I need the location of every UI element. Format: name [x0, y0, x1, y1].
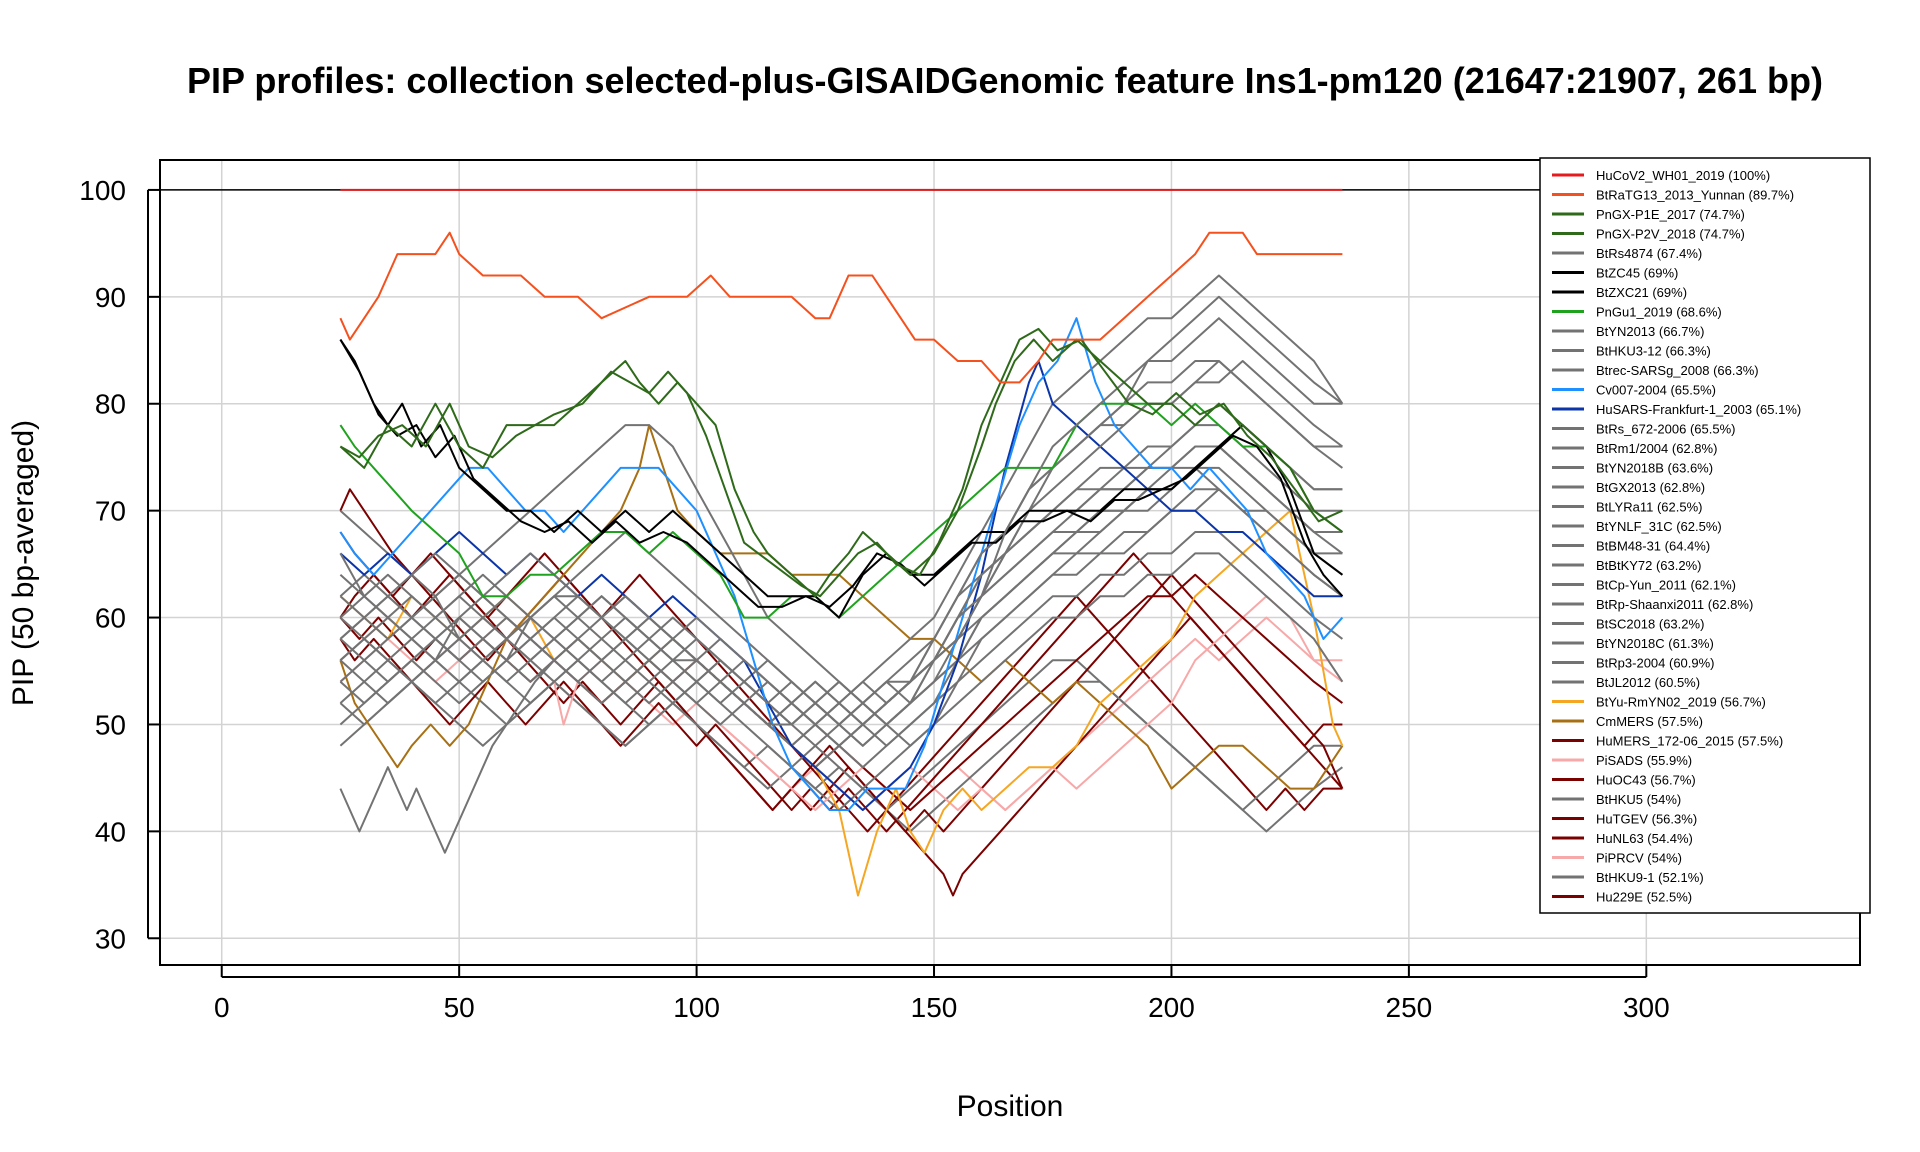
x-tick-label: 50 [444, 992, 475, 1023]
legend-entry: PiSADS (55.9%) [1596, 753, 1692, 768]
legend-entry: PiPRCV (54%) [1596, 851, 1682, 866]
series-line-25 [339, 531, 1343, 769]
y-tick-label: 60 [95, 603, 126, 634]
series-line-28 [339, 424, 1344, 790]
legend-entry: BtRm1/2004 (62.8%) [1596, 441, 1717, 456]
y-tick-label: 90 [95, 282, 126, 313]
series-line-1 [339, 231, 1343, 384]
y-tick-label: 100 [79, 175, 126, 206]
legend-entry: BtRaTG13_2013_Yunnan (89.7%) [1596, 188, 1794, 203]
x-tick-label: 100 [673, 992, 720, 1023]
legend-entry: Cv007-2004 (65.5%) [1596, 383, 1716, 398]
series-line-4 [339, 317, 1343, 726]
series-line-6 [339, 339, 1344, 608]
legend-entry: BtRs4874 (67.4%) [1596, 246, 1702, 261]
legend-entry: BtHKU3-12 (66.3%) [1596, 344, 1711, 359]
legend-entry: HuSARS-Frankfurt-1_2003 (65.1%) [1596, 402, 1801, 417]
legend-entry: BtYu-RmYN02_2019 (56.7%) [1596, 695, 1766, 710]
legend-entry: BtYN2013 (66.7%) [1596, 324, 1704, 339]
series-layer [160, 188, 1810, 897]
tick-layer: 0 50 100 150 200 250 300 30 40 50 60 70 80 90 100 [79, 175, 1669, 1023]
series-line-8 [339, 360, 1344, 726]
legend-entry: BtBM48-31 (64.4%) [1596, 539, 1710, 554]
legend-entry: BtRs_672-2006 (65.5%) [1596, 422, 1735, 437]
y-axis-label: PIP (50 bp-averaged) [7, 420, 40, 706]
series-line-13 [339, 360, 1343, 705]
legend-entry: CmMERS (57.5%) [1596, 714, 1703, 729]
series-line-37 [339, 488, 1343, 811]
legend-entry: Hu229E (52.5%) [1596, 890, 1692, 905]
y-tick-label: 50 [95, 709, 126, 740]
legend-entry: BtLYRa11 (62.5%) [1596, 500, 1702, 515]
legend-entry: HuCoV2_WH01_2019 (100%) [1596, 168, 1770, 183]
legend-entry: BtRp3-2004 (60.9%) [1596, 656, 1715, 671]
legend-entry: HuOC43 (56.7%) [1596, 773, 1696, 788]
y-tick-label: 30 [95, 923, 126, 954]
legend-entry: BtBtKY72 (63.2%) [1596, 558, 1702, 573]
x-tick-label: 250 [1386, 992, 1433, 1023]
legend-entry: BtGX2013 (62.8%) [1596, 480, 1705, 495]
legend-entry: BtYN2018C (61.3%) [1596, 636, 1714, 651]
legend-entry: BtZXC21 (69%) [1596, 285, 1687, 300]
legend-entry: BtYNLF_31C (62.5%) [1596, 519, 1722, 534]
legend-entry: BtSC2018 (63.2%) [1596, 617, 1704, 632]
x-tick-label: 200 [1148, 992, 1195, 1023]
series-line-11 [339, 317, 1344, 811]
x-tick-label: 150 [911, 992, 958, 1023]
x-tick-label: 0 [214, 992, 230, 1023]
legend-entry: HuNL63 (54.4%) [1596, 831, 1693, 846]
legend-entry: BtYN2018B (63.6%) [1596, 461, 1713, 476]
legend-box [1539, 157, 1871, 914]
series-line-9 [339, 360, 1344, 726]
series-line-27 [339, 509, 1344, 897]
legend: HuCoV2_WH01_2019 (100%) BtRaTG13_2013_Yun… [1539, 157, 1871, 914]
y-tick-label: 80 [95, 389, 126, 420]
legend-entry: HuMERS_172-06_2015 (57.5%) [1596, 734, 1783, 749]
legend-entry: BtCp-Yun_2011 (62.1%) [1596, 578, 1736, 593]
y-tick-label: 70 [95, 496, 126, 527]
legend-entry: BtJL2012 (60.5%) [1596, 675, 1700, 690]
chart-title: PIP profiles: collection selected-plus-G… [187, 60, 1823, 101]
y-tick-label: 40 [95, 816, 126, 847]
legend-entry: PnGX-P1E_2017 (74.7%) [1596, 207, 1745, 222]
legend-entry: PnGu1_2019 (68.6%) [1596, 305, 1722, 320]
legend-entry: BtZC45 (69%) [1596, 266, 1678, 281]
legend-entry: BtHKU5 (54%) [1596, 792, 1681, 807]
legend-entry: HuTGEV (56.3%) [1596, 812, 1697, 827]
legend-entry: BtHKU9-1 (52.1%) [1596, 870, 1704, 885]
legend-entry: BtRp-Shaanxi2011 (62.8%) [1596, 597, 1753, 612]
x-axis-label: Position [957, 1090, 1064, 1123]
legend-entry: Btrec-SARSg_2008 (66.3%) [1596, 363, 1759, 378]
series-line-2 [339, 338, 1343, 598]
x-tick-label: 300 [1623, 992, 1670, 1023]
series-line-30 [339, 595, 1344, 811]
legend-entry: PnGX-P2V_2018 (74.7%) [1596, 227, 1745, 242]
series-line-19 [339, 274, 1344, 854]
